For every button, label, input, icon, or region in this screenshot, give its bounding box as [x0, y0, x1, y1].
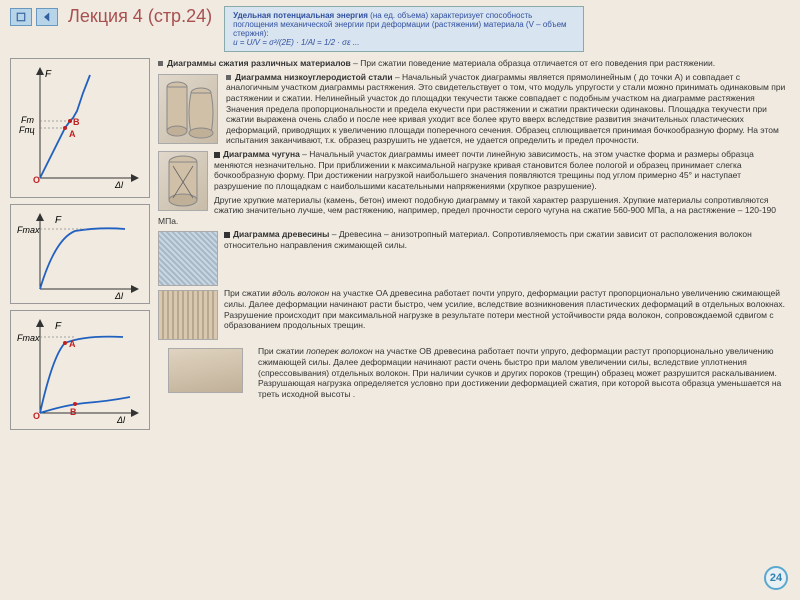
- svg-text:O: O: [33, 411, 40, 421]
- intro-2-bold: Диаграмма низкоуглеродистой стали: [235, 72, 393, 82]
- home-button[interactable]: [10, 8, 32, 26]
- diagram-castiron: Fmax F Δl: [10, 204, 150, 304]
- castiron-para2: Другие хрупкие материалы (камень, бетон)…: [158, 195, 790, 227]
- svg-text:Δl: Δl: [114, 180, 124, 190]
- page-title: Лекция 4 (стр.24): [68, 6, 212, 27]
- illus-wood-across: [168, 348, 243, 393]
- svg-text:B: B: [73, 117, 80, 127]
- intro-1-bold: Диаграммы сжатия различных материалов: [167, 58, 351, 68]
- back-icon: [41, 11, 53, 23]
- wood-para3: При сжатии поперек волокон на участке OB…: [258, 346, 790, 399]
- cylinder-icon: [159, 75, 217, 143]
- diagrams-column: B A O F Fт Fпц Δl Fmax F Δl: [10, 58, 150, 430]
- wood-across-italic: поперек волокон: [306, 346, 372, 356]
- wood-heading: Диаграмма древесины: [233, 229, 329, 239]
- back-button[interactable]: [36, 8, 58, 26]
- diagram-castiron-svg: Fmax F Δl: [15, 209, 145, 301]
- wood-para1: Диаграмма древесины – Древесина – анизот…: [158, 229, 790, 250]
- intro-1: Диаграммы сжатия различных материалов – …: [158, 58, 790, 69]
- svg-text:Δl: Δl: [116, 415, 126, 425]
- illus-cylinder-crack: [158, 151, 208, 211]
- svg-text:F: F: [55, 321, 62, 332]
- text-column: Диаграммы сжатия различных материалов – …: [158, 58, 790, 430]
- block-marker-icon: [224, 232, 230, 238]
- formula-expr: u = U/V = σ²/(2E) · 1/Al = 1/2 · σε ...: [233, 38, 359, 47]
- block-marker-icon: [214, 152, 220, 158]
- bullet-icon: [226, 75, 231, 80]
- svg-text:B: B: [70, 407, 77, 417]
- illus-stone-block: [158, 231, 218, 286]
- page-number: 24: [770, 572, 782, 584]
- formula-heading: Удельная потенциальная энергия: [233, 11, 368, 20]
- illus-cylinders: [158, 74, 218, 144]
- svg-text:Fпц: Fпц: [19, 125, 35, 135]
- home-icon: [15, 11, 27, 23]
- svg-text:Fт: Fт: [21, 115, 34, 125]
- castiron-para: Диаграмма чугуна – Начальный участок диа…: [158, 149, 790, 192]
- svg-text:Fmax: Fmax: [17, 333, 40, 343]
- diagram-steel: B A O F Fт Fпц Δl: [10, 58, 150, 198]
- crack-cylinder-icon: [159, 152, 207, 210]
- diagram-wood: A B O Fmax F Δl: [10, 310, 150, 430]
- wood-along-italic: вдоль волокон: [272, 288, 329, 298]
- wood-t3-pre: При сжатии: [258, 346, 306, 356]
- intro-2: Диаграмма низкоуглеродистой стали – Нача…: [158, 72, 790, 146]
- illus-wood-along: [158, 290, 218, 340]
- svg-text:Fmax: Fmax: [17, 225, 40, 235]
- wood-para2: При сжатии вдоль волокон на участке OA д…: [158, 288, 790, 331]
- diagram-steel-svg: B A O F Fт Fпц Δl: [15, 63, 145, 193]
- svg-text:F: F: [55, 215, 62, 226]
- bullet-icon: [158, 61, 163, 66]
- page-number-badge: 24: [764, 566, 788, 590]
- intro-2-text: – Начальный участок диаграммы является п…: [226, 72, 785, 146]
- svg-text:O: O: [33, 175, 40, 185]
- svg-text:F: F: [45, 69, 52, 80]
- castiron-heading: Диаграмма чугуна: [223, 149, 300, 159]
- diagram-wood-svg: A B O Fmax F Δl: [15, 315, 145, 427]
- svg-text:Δl: Δl: [114, 291, 124, 301]
- intro-1-text: – При сжатии поведение материала образца…: [351, 58, 715, 68]
- formula-box: Удельная потенциальная энергия (на ед. о…: [224, 6, 584, 52]
- svg-text:A: A: [69, 129, 76, 139]
- svg-text:A: A: [69, 339, 76, 349]
- wood-t2-pre: При сжатии: [224, 288, 272, 298]
